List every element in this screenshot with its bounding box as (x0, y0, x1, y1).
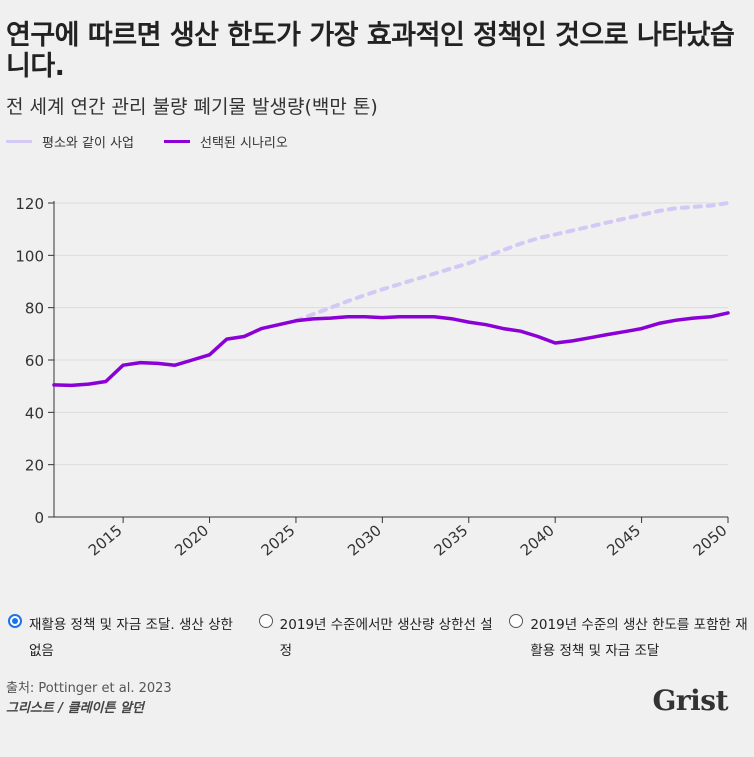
source-note: 출처: Pottinger et al. 2023 (6, 681, 172, 696)
scenario-option-combined[interactable]: 2019년 수준의 생산 한도를 포함한 재활용 정책 및 자금 조달 (509, 612, 748, 664)
legend-item-selected: 선택된 시나리오 (164, 132, 288, 151)
x-tick-label: 2025 (258, 521, 299, 559)
radio-button-combined[interactable] (509, 614, 524, 628)
scenario-option-label: 2019년 수준의 생산 한도를 포함한 재활용 정책 및 자금 조달 (530, 617, 748, 659)
x-axis: 2015 2020 2025 2030 2035 2040 2045 2050 (54, 516, 731, 560)
y-tick-label: 0 (34, 509, 44, 527)
radio-button-cap[interactable] (258, 614, 273, 628)
scenario-option-label: 재활용 정책 및 자금 조달. 생산 상한 없음 (29, 617, 233, 659)
scenario-option-cap[interactable]: 2019년 수준에서만 생산량 상한선 설정 (258, 612, 498, 664)
legend-swatch-selected (164, 140, 190, 143)
series-lines (52, 201, 730, 388)
legend-label-selected: 선택된 시나리오 (200, 136, 288, 151)
y-tick-label: 20 (25, 457, 44, 475)
scenario-options: 재활용 정책 및 자금 조달. 생산 상한 없음 2019년 수준에서만 생산량… (8, 612, 748, 664)
legend-swatch-baseline (6, 140, 32, 143)
legend-item-baseline: 평소와 같이 사업 (6, 132, 134, 151)
y-tick-label: 100 (15, 247, 44, 265)
series-line-selected (52, 311, 730, 388)
radio-button-recycling[interactable] (8, 614, 22, 628)
credit-note: 그리스트 / 클레이튼 알던 (6, 701, 144, 716)
y-tick-label: 40 (25, 404, 44, 422)
legend-label-baseline: 평소와 같이 사업 (42, 136, 134, 151)
y-tick-label: 60 (25, 352, 44, 370)
x-tick-label: 2030 (344, 521, 385, 559)
grid-lines (54, 202, 728, 466)
series-line-baseline (293, 201, 730, 323)
x-tick-label: 2050 (690, 521, 731, 559)
legend: 평소와 같이 사업 선택된 시나리오 (6, 132, 288, 151)
y-tick-label: 80 (25, 300, 44, 318)
x-tick-label: 2015 (85, 521, 126, 559)
chart-title: 연구에 따르면 생산 한도가 가장 효과적인 정책인 것으로 나타났습니다. (6, 20, 735, 82)
x-tick-label: 2045 (603, 521, 644, 559)
y-axis: 0 20 40 60 80 100 120 (15, 195, 55, 527)
grist-logo: Grist (652, 684, 729, 717)
scenario-option-label: 2019년 수준에서만 생산량 상한선 설정 (279, 617, 493, 659)
y-tick-label: 120 (15, 195, 44, 213)
x-tick-label: 2035 (431, 521, 472, 559)
x-tick-label: 2020 (171, 521, 212, 559)
x-tick-label: 2040 (517, 521, 558, 559)
scenario-option-recycling[interactable]: 재활용 정책 및 자금 조달. 생산 상한 없음 (8, 612, 247, 664)
chart-subtitle: 전 세계 연간 관리 불량 폐기물 발생량(백만 톤) (6, 96, 378, 118)
